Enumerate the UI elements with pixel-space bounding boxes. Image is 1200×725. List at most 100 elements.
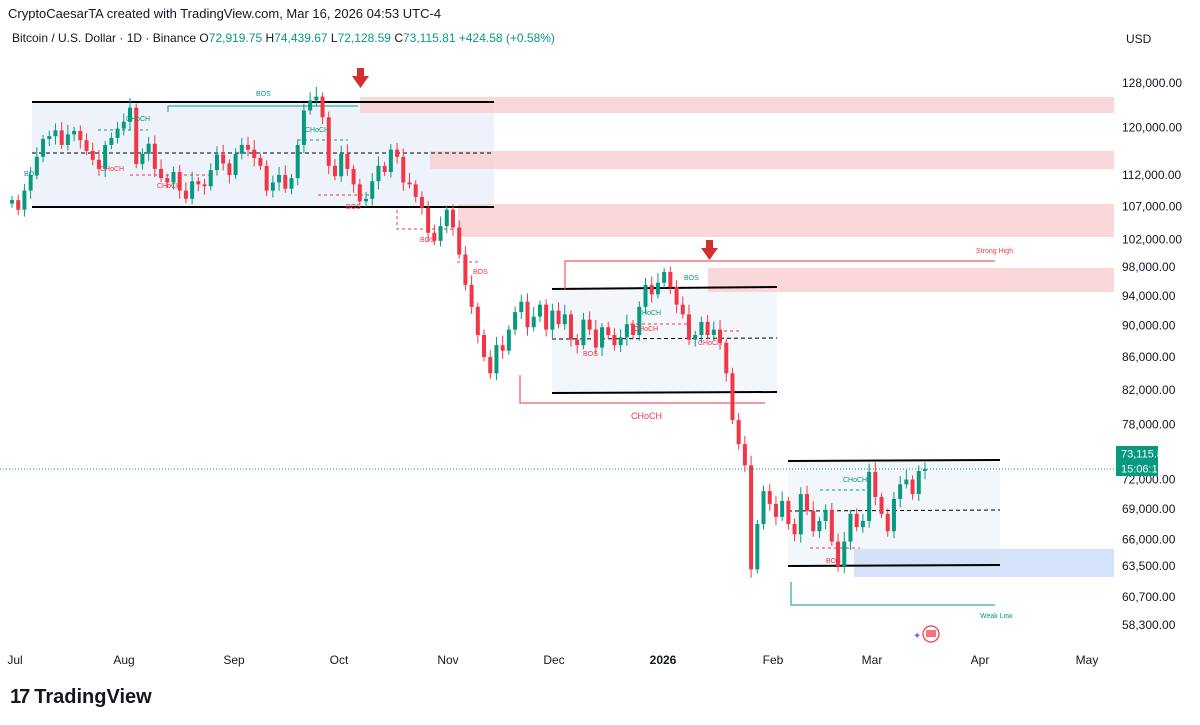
candle-body bbox=[668, 271, 673, 288]
candle-body bbox=[258, 158, 263, 166]
time-tick-label: Aug bbox=[113, 653, 134, 667]
candle-body bbox=[755, 524, 760, 570]
candle-body bbox=[718, 329, 723, 343]
candle-body bbox=[606, 327, 611, 335]
candle-body bbox=[171, 171, 176, 183]
price-tick-label: 60,700.00 bbox=[1122, 590, 1176, 604]
choch-label: CHoCH bbox=[631, 411, 662, 421]
time-axis[interactable]: Jul Aug Sep Oct Nov Dec 2026 Feb Mar Apr May bbox=[7, 653, 1098, 667]
high-value: 74,439.67 bbox=[274, 31, 328, 45]
candle-body bbox=[475, 306, 480, 335]
candle-body bbox=[314, 96, 319, 101]
candle-body bbox=[519, 301, 524, 313]
candle-body bbox=[351, 168, 356, 185]
candle-body bbox=[159, 168, 164, 179]
candle-body bbox=[469, 284, 474, 307]
candle-body bbox=[705, 321, 710, 335]
candle-body bbox=[41, 139, 46, 157]
down-arrow-icon bbox=[701, 240, 718, 260]
candle-body bbox=[146, 143, 151, 154]
demand-zone bbox=[854, 549, 1114, 577]
candle-body bbox=[115, 128, 120, 138]
candle-body bbox=[568, 314, 573, 340]
candle-body bbox=[283, 175, 288, 189]
candles-layer bbox=[10, 87, 927, 578]
candle-body bbox=[239, 144, 244, 154]
time-tick-label: Nov bbox=[437, 653, 458, 667]
price-tick-label: 112,000.00 bbox=[1122, 168, 1181, 182]
candle-body bbox=[761, 491, 766, 525]
candle-body bbox=[326, 117, 331, 166]
structure-lines bbox=[98, 105, 995, 606]
range-bottom-high bbox=[787, 459, 1001, 462]
candle-body bbox=[96, 159, 101, 169]
range-bottom-low bbox=[787, 564, 1001, 567]
time-tick-label: May bbox=[1076, 653, 1099, 667]
candle-body bbox=[773, 503, 778, 517]
choch-label: CHoCH bbox=[305, 127, 329, 134]
candle-body bbox=[556, 310, 561, 325]
candle-body bbox=[618, 337, 623, 346]
choch-label: CHoCH bbox=[157, 183, 181, 190]
bos-label: BOS bbox=[256, 91, 271, 98]
range-box-top bbox=[32, 103, 494, 208]
candle-body bbox=[711, 329, 716, 335]
candle-body bbox=[531, 316, 536, 328]
price-axis[interactable]: 128,000.00 120,000.00 112,000.00 107,000.00… bbox=[1122, 76, 1182, 632]
candle-body bbox=[152, 143, 157, 169]
candle-body bbox=[72, 130, 77, 135]
candle-body bbox=[550, 310, 555, 330]
candle-body bbox=[829, 509, 834, 542]
candle-body bbox=[264, 165, 269, 191]
bos-label: BOS bbox=[473, 269, 488, 276]
supply-zone-2 bbox=[430, 151, 1114, 169]
candle-body bbox=[662, 271, 667, 283]
price-tick-label: 78,000.00 bbox=[1122, 417, 1176, 431]
close-label: C bbox=[394, 31, 403, 45]
economic-event-icon[interactable]: ✦ bbox=[913, 625, 940, 643]
svg-text:✦: ✦ bbox=[913, 631, 921, 642]
last-price-text: 73,115.81 bbox=[1121, 449, 1169, 461]
candle-body bbox=[140, 153, 145, 165]
candle-body bbox=[395, 149, 400, 157]
candle-body bbox=[860, 520, 865, 528]
candle-body bbox=[836, 541, 841, 567]
candle-body bbox=[78, 130, 83, 141]
low-label: L bbox=[330, 31, 338, 45]
symbol-name[interactable]: Bitcoin / U.S. Dollar · 1D · Binance bbox=[12, 31, 197, 45]
candle-body bbox=[134, 107, 139, 165]
supply-zone-4 bbox=[708, 268, 1114, 292]
price-tick-label: 102,000.00 bbox=[1122, 232, 1182, 246]
candle-body bbox=[513, 312, 518, 330]
candle-body bbox=[84, 140, 89, 151]
candle-body bbox=[103, 144, 108, 169]
time-tick-label: Oct bbox=[330, 653, 349, 667]
candle-body bbox=[364, 198, 369, 202]
tradingview-brand[interactable]: 17 TradingView bbox=[10, 686, 152, 709]
candle-body bbox=[891, 498, 896, 532]
candle-body bbox=[736, 419, 741, 445]
candle-body bbox=[208, 170, 213, 187]
time-tick-label: Feb bbox=[763, 653, 784, 667]
currency-label[interactable]: USD bbox=[1126, 32, 1152, 46]
candle-body bbox=[587, 319, 592, 330]
candle-body bbox=[923, 468, 927, 471]
candle-body bbox=[680, 304, 685, 315]
candle-body bbox=[376, 165, 381, 182]
candle-body bbox=[916, 470, 921, 495]
candle-body bbox=[59, 130, 64, 145]
candle-body bbox=[488, 357, 493, 374]
candle-body bbox=[121, 121, 126, 129]
price-tick-label: 128,000.00 bbox=[1122, 76, 1182, 90]
time-tick-label: Mar bbox=[862, 653, 883, 667]
candle-body bbox=[506, 329, 511, 351]
supply-zone-1 bbox=[360, 97, 1114, 113]
time-tick-label: 2026 bbox=[650, 653, 677, 667]
candle-body bbox=[612, 334, 617, 346]
candle-body bbox=[289, 178, 294, 189]
price-chart[interactable]: BOS BOS BOS BOS BOS BOS BOS BOS CHoCH CH… bbox=[0, 0, 1200, 680]
high-label: H bbox=[265, 31, 275, 45]
bos-label: BOS bbox=[826, 558, 841, 565]
candle-body bbox=[686, 314, 691, 340]
candle-body bbox=[655, 282, 660, 295]
